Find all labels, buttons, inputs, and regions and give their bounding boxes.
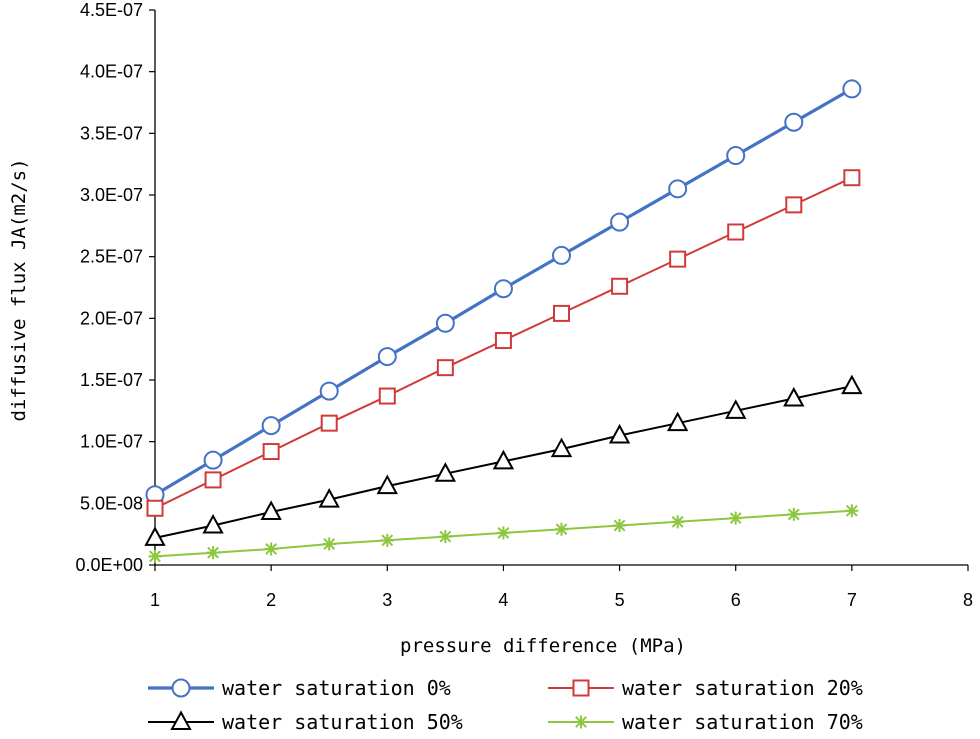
x-tick-label: 1 [150, 590, 160, 610]
legend-item: water saturation 20% [548, 676, 863, 700]
data-point [841, 374, 863, 395]
legend-label: water saturation 20% [622, 676, 863, 700]
legend-item: water saturation 0% [148, 676, 451, 700]
data-point [148, 549, 162, 563]
data-point [380, 533, 394, 547]
y-tick-label: 3.0E-07 [80, 185, 143, 205]
x-axis-title: pressure difference (MPa) [400, 635, 686, 657]
legend: water saturation 0% water saturation 20% w… [148, 676, 863, 734]
y-tick-label: 1.0E-07 [80, 432, 143, 452]
y-axis-ticks: 0.0E+00 5.0E-08 1.0E-07 1.5E-07 2.0E-07 2.5E-… [75, 0, 155, 575]
data-point [783, 386, 805, 407]
data-point [494, 332, 512, 350]
data-point [787, 507, 801, 521]
legend-marker [170, 710, 192, 730]
data-point [785, 196, 803, 214]
data-point [320, 414, 338, 432]
data-point [668, 179, 688, 199]
legend-marker [574, 715, 588, 729]
data-point [438, 530, 452, 544]
y-tick-label: 3.5E-07 [80, 123, 143, 143]
legend-label: water saturation 0% [222, 676, 451, 700]
data-point [726, 146, 746, 166]
data-point [262, 443, 280, 461]
data-point [608, 423, 631, 444]
x-tick-label: 2 [266, 590, 276, 610]
y-tick-label: 1.5E-07 [80, 370, 143, 390]
data-point [493, 279, 513, 299]
y-tick-label: 0.0E+00 [75, 555, 143, 575]
data-point [671, 515, 685, 529]
data-point [144, 526, 166, 546]
data-point [434, 462, 457, 482]
data-point [492, 449, 515, 470]
data-point [727, 223, 745, 241]
data-point [319, 381, 339, 401]
data-point [264, 542, 278, 556]
data-point [611, 277, 629, 295]
data-point [613, 519, 627, 533]
series-layer [144, 79, 863, 563]
data-point [376, 474, 398, 495]
y-tick-label: 2.5E-07 [80, 247, 143, 267]
data-point [729, 511, 743, 525]
data-point [146, 499, 164, 517]
series-3 [144, 374, 863, 546]
data-point [496, 526, 510, 540]
data-point [550, 437, 573, 458]
y-tick-label: 2.0E-07 [80, 308, 143, 328]
x-tick-label: 5 [615, 590, 625, 610]
data-point [203, 450, 223, 470]
data-point [260, 500, 282, 520]
legend-item: water saturation 70% [548, 710, 863, 734]
data-point [784, 112, 804, 132]
x-tick-label: 7 [847, 590, 857, 610]
legend-marker [572, 679, 590, 697]
series-4 [148, 504, 859, 563]
legend-item: water saturation 50% [148, 710, 463, 734]
data-point [435, 313, 455, 333]
data-point [322, 537, 336, 551]
legend-label: water saturation 70% [622, 710, 863, 734]
data-point [669, 250, 687, 268]
data-point [843, 169, 861, 187]
data-point [552, 245, 571, 265]
data-point [206, 546, 220, 560]
data-point [666, 411, 689, 432]
data-point [204, 471, 222, 489]
data-point [845, 504, 859, 518]
y-tick-label: 4.5E-07 [80, 0, 143, 20]
data-point [610, 212, 630, 232]
series-1 [145, 79, 862, 505]
legend-label: water saturation 50% [222, 710, 463, 734]
legend-marker [171, 678, 191, 698]
data-point [553, 304, 570, 322]
x-tick-label: 6 [731, 590, 741, 610]
x-tick-label: 4 [498, 590, 508, 610]
x-tick-label: 8 [963, 590, 973, 610]
data-point [436, 359, 454, 377]
data-point [377, 347, 397, 367]
data-point [318, 488, 340, 508]
x-tick-label: 3 [382, 590, 392, 610]
data-point [378, 387, 396, 405]
data-point [202, 513, 224, 534]
data-point [555, 522, 568, 536]
series-2 [146, 169, 861, 517]
x-axis-ticks: 1 2 3 4 5 6 7 8 [150, 565, 973, 610]
y-tick-label: 4.0E-07 [80, 62, 143, 82]
data-point [261, 416, 281, 436]
data-point [842, 79, 862, 99]
y-tick-label: 5.0E-08 [80, 493, 143, 513]
y-axis-title: diffusive flux JA(m2/s) [8, 158, 30, 421]
data-point [725, 399, 747, 419]
axes [154, 10, 968, 566]
